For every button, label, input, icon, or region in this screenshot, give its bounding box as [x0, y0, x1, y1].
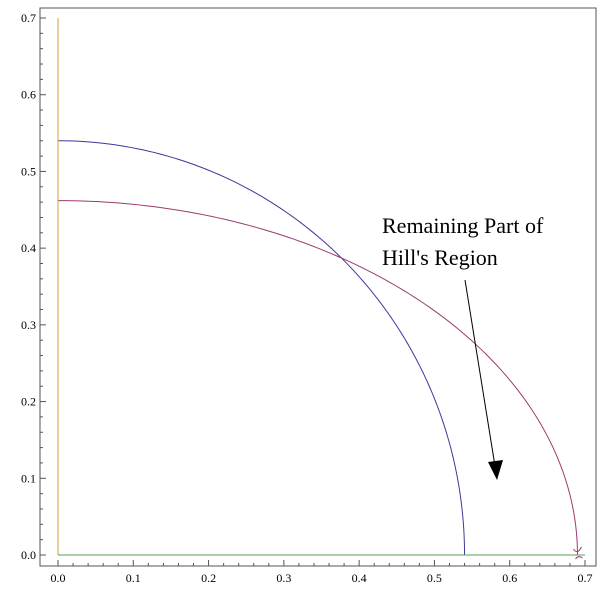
x-axis: 0.0 0.1 0.2 0.3 0.4 0.5 0.6 0.7	[51, 560, 593, 585]
x-tick-label: 0.1	[126, 571, 141, 585]
y-tick-label: 0.1	[21, 471, 36, 485]
y-tick-label: 0.6	[21, 88, 36, 102]
plot-frame	[39, 7, 597, 567]
x-tick-label: 0.6	[502, 571, 517, 585]
annotation-line-2: Hill's Region	[382, 245, 498, 270]
series-group	[57, 18, 585, 560]
x-tick-label: 0.5	[427, 571, 442, 585]
y-tick-label: 0.0	[21, 548, 36, 562]
x-tick-label: 0.2	[201, 571, 216, 585]
x-tick-label: 0.7	[578, 571, 593, 585]
annotation-line-1: Remaining Part of	[382, 213, 544, 238]
series-line-2	[57, 200, 578, 556]
y-axis: 0.0 0.1 0.2 0.3 0.4 0.5 0.6 0.7	[21, 11, 46, 562]
y-tick-label: 0.2	[21, 395, 36, 409]
x-tick-label: 0.3	[276, 571, 291, 585]
y-tick-label: 0.5	[21, 164, 36, 178]
x-tick-label: 0.0	[51, 571, 66, 585]
y-tick-label: 0.7	[21, 11, 36, 25]
series-line-1	[57, 140, 466, 556]
annotation-arrow-head	[488, 460, 503, 480]
annotation-arrow-shaft	[464, 279, 496, 467]
x-tick-label: 0.4	[352, 571, 367, 585]
series-2-cusp	[573, 546, 583, 560]
annotation: Remaining Part of Hill's Region	[382, 213, 544, 480]
y-tick-label: 0.3	[21, 318, 36, 332]
y-tick-label: 0.4	[21, 241, 36, 255]
